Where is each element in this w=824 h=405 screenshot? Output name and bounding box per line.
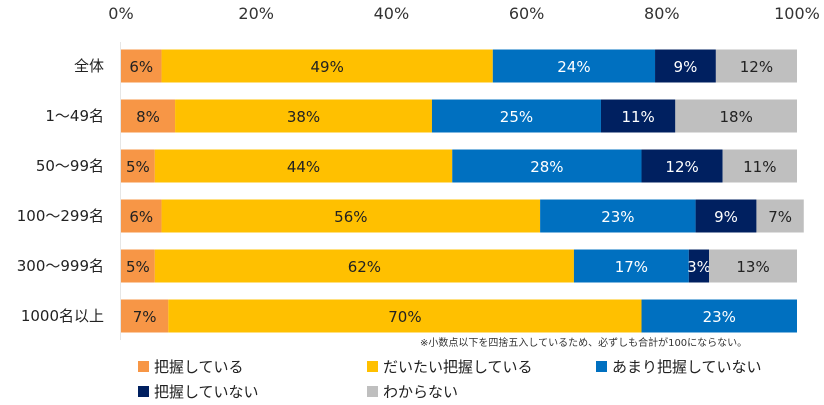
bar-segment: [121, 199, 162, 233]
legend-label-2: あまり把握していない: [612, 358, 762, 376]
legend-label-0: 把握している: [154, 358, 244, 376]
data-label: 5%: [126, 158, 150, 176]
data-label: 56%: [334, 208, 367, 226]
bar-segment: [722, 149, 797, 183]
data-label: 23%: [703, 308, 736, 326]
data-label: 6%: [129, 58, 153, 76]
bar-segment: [540, 199, 696, 233]
bar-segment: [121, 99, 176, 133]
data-label: 17%: [615, 258, 648, 276]
bar-segment: [641, 149, 723, 183]
bar-segment: [756, 199, 804, 233]
data-label: 25%: [500, 108, 533, 126]
data-label: 13%: [736, 258, 769, 276]
bar-segment: [688, 249, 710, 283]
bar-segment: [121, 49, 162, 83]
legend-item-3: 把握していない: [138, 381, 259, 402]
category-label: 1～49名: [45, 107, 104, 125]
bar-segment: [492, 49, 656, 83]
x-tick-label: 20%: [238, 4, 274, 23]
data-label: 62%: [348, 258, 381, 276]
bar-segment: [695, 199, 757, 233]
data-label: 7%: [133, 308, 157, 326]
data-label: 11%: [743, 158, 776, 176]
bar-segment: [452, 149, 642, 183]
legend-swatch-4: [367, 386, 378, 397]
bar-segment: [121, 299, 169, 333]
bar-segment: [655, 49, 716, 83]
bar-segment: [154, 149, 453, 183]
bar-segment: [154, 249, 574, 283]
data-label: 5%: [126, 258, 150, 276]
data-label: 12%: [740, 58, 773, 76]
data-label: 23%: [601, 208, 634, 226]
category-label: 100～299名: [17, 207, 104, 225]
data-label: 7%: [768, 208, 792, 226]
data-label: 44%: [287, 158, 320, 176]
rounding-note: ※小数点以下を四捨五入しているため、必ずしも合計が100にならない。: [420, 338, 748, 349]
legend-swatch-2: [596, 361, 607, 372]
legend-label-1: だいたい把握している: [383, 358, 533, 376]
category-label: 50～99名: [36, 157, 104, 175]
bar-segment: [709, 249, 797, 283]
legend-item-0: 把握している: [138, 356, 244, 377]
bar-segment: [715, 49, 797, 83]
data-label: 11%: [621, 108, 654, 126]
bar-segment: [168, 299, 642, 333]
data-label: 3%: [687, 258, 711, 276]
bar-segment: [121, 149, 155, 183]
bar-segment: [431, 99, 601, 133]
bar-segment: [161, 199, 541, 233]
bar-segment: [675, 99, 797, 133]
data-label: 38%: [287, 108, 320, 126]
legend-item-4: わからない: [367, 381, 458, 402]
category-label: 全体: [74, 57, 104, 75]
data-label: 18%: [719, 108, 752, 126]
legend-label-3: 把握していない: [154, 383, 259, 401]
x-tick-label: 60%: [509, 4, 545, 23]
data-label: 28%: [530, 158, 563, 176]
legend-swatch-1: [367, 361, 378, 372]
bar-segment: [121, 249, 155, 283]
bar-segment: [600, 99, 676, 133]
x-tick-label: 0%: [108, 4, 133, 23]
data-label: 70%: [388, 308, 421, 326]
data-label: 12%: [665, 158, 698, 176]
category-label: 300～999名: [17, 257, 104, 275]
legend-swatch-0: [138, 361, 149, 372]
data-label: 9%: [714, 208, 738, 226]
data-label: 49%: [311, 58, 344, 76]
legend-label-4: わからない: [383, 383, 459, 401]
bar-segment: [175, 99, 432, 133]
data-label: 8%: [136, 108, 160, 126]
legend-swatch-3: [138, 386, 149, 397]
category-label: 1000名以上: [21, 307, 104, 325]
bar-segment: [641, 299, 797, 333]
bar-segment: [573, 249, 689, 283]
x-tick-label: 40%: [374, 4, 410, 23]
data-label: 24%: [557, 58, 590, 76]
legend-item-2: あまり把握していない: [596, 356, 762, 377]
bar-segment: [161, 49, 493, 83]
data-label: 9%: [674, 58, 698, 76]
x-tick-label: 100%: [774, 4, 820, 23]
x-tick-label: 80%: [644, 4, 680, 23]
legend-item-1: だいたい把握している: [367, 356, 533, 377]
data-label: 6%: [129, 208, 153, 226]
